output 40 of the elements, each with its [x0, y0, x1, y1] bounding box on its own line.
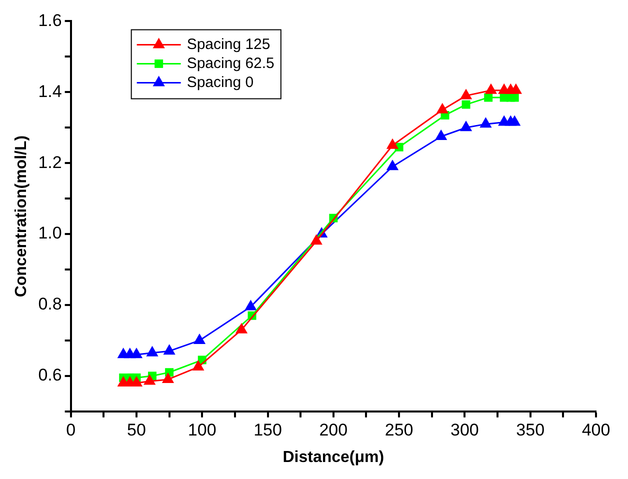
y-tick-label: 1.0 [38, 224, 62, 243]
x-tick-label: 300 [450, 420, 479, 440]
x-axis-title: Distance(μm) [282, 448, 384, 466]
point [510, 83, 522, 94]
x-tick-label: 100 [188, 420, 216, 440]
x-tick-label: 150 [254, 420, 282, 440]
y-tick-label: 0.6 [38, 366, 62, 385]
point [244, 300, 257, 310]
point [310, 234, 322, 245]
point [386, 160, 399, 170]
point [192, 360, 204, 371]
point [146, 346, 158, 356]
point [130, 348, 143, 358]
x-tick-label: 200 [319, 420, 348, 440]
y-tick-label: 1.6 [38, 10, 62, 30]
x-tick-label: 400 [582, 420, 610, 440]
point [460, 88, 472, 100]
x-tick-label: 250 [384, 420, 414, 440]
y-axis-title: Concentration(mol/L) [13, 135, 30, 298]
point [435, 129, 448, 140]
legend-label: Spacing 62.5 [186, 54, 274, 72]
point [386, 138, 399, 149]
x-tick-label: 0 [66, 420, 76, 440]
point [484, 83, 498, 94]
x-tick-label: 50 [127, 420, 146, 440]
legend-label: Spacing 0 [186, 74, 254, 91]
point [144, 374, 156, 385]
point [162, 372, 174, 383]
point [163, 344, 176, 355]
point [436, 102, 448, 114]
point [235, 322, 248, 334]
point [460, 120, 472, 132]
y-tick-label: 0.8 [38, 294, 62, 314]
y-tick-label: 1.2 [38, 152, 62, 172]
point [480, 117, 492, 128]
legend-label: Spacing 125 [186, 36, 270, 53]
x-tick-label: 350 [516, 420, 545, 440]
point [193, 333, 206, 344]
y-tick-label: 1.4 [38, 82, 62, 101]
point [508, 115, 521, 126]
